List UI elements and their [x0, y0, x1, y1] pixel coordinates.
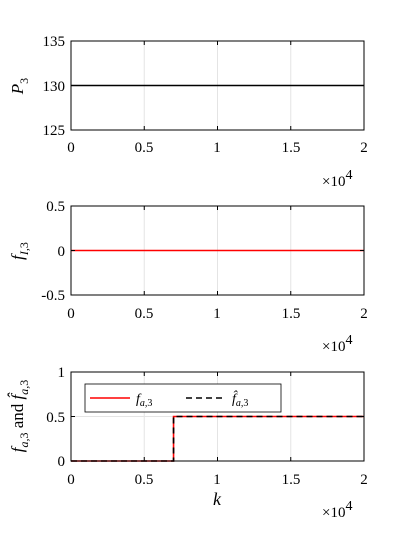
x-tick-label: 2: [360, 472, 368, 488]
y-tick-labels: 0.5 0 -0.5: [41, 199, 65, 304]
y-tick-label: 1: [58, 365, 66, 381]
legend: fa,3 f̂a,3: [84, 383, 282, 413]
y-axis-label: P3: [8, 78, 31, 95]
y-tick-label: 0.5: [46, 410, 65, 426]
y-axis-label: fa,3 and f̂a,3: [7, 380, 31, 453]
x-multiplier: ×104: [322, 333, 352, 355]
x-tick-label: 1.5: [282, 472, 301, 488]
x-tick-label: 1: [213, 306, 221, 322]
x-tick-label: 2: [360, 140, 368, 156]
x-axis-label: k: [213, 489, 222, 509]
x-tick-labels: 0 0.5 1 1.5 2: [67, 140, 368, 156]
y-tick-labels: 1 0.5 0: [46, 365, 65, 470]
y-tick-label: -0.5: [41, 288, 65, 304]
x-tick-label: 0: [67, 472, 75, 488]
panel-3: 1 0.5 0 0 0.5 1 1.5 2 k ×104 fa,3 and f̂…: [7, 365, 367, 521]
x-tick-label: 0: [67, 140, 75, 156]
x-tick-label: 0: [67, 306, 75, 322]
tick-marks: [70, 205, 365, 296]
y-tick-label: 0.5: [46, 199, 65, 215]
y-tick-label: 130: [43, 79, 66, 95]
y-tick-label: 135: [43, 34, 66, 50]
x-tick-labels: 0 0.5 1 1.5 2: [67, 472, 368, 488]
y-tick-label: 125: [43, 123, 66, 139]
panel-1: 135 130 125 0 0.5 1 1.5 2 ×104 P3: [8, 34, 368, 190]
x-tick-label: 0.5: [135, 306, 154, 322]
y-tick-labels: 135 130 125: [43, 34, 66, 139]
y-tick-label: 0: [58, 454, 66, 470]
y-tick-label: 0: [58, 244, 66, 260]
x-tick-labels: 0 0.5 1 1.5 2: [67, 306, 368, 322]
x-tick-label: 2: [360, 306, 368, 322]
x-tick-label: 1.5: [282, 306, 301, 322]
tick-marks: [70, 371, 365, 462]
x-tick-label: 1.5: [282, 140, 301, 156]
x-tick-label: 0.5: [135, 140, 154, 156]
x-multiplier: ×104: [322, 499, 352, 521]
y-axis-label: fI,3: [8, 242, 31, 260]
x-tick-label: 1: [213, 140, 221, 156]
x-tick-label: 1: [213, 472, 221, 488]
x-multiplier: ×104: [322, 168, 352, 190]
tick-marks: [70, 40, 365, 131]
panel-2: 0.5 0 -0.5 0 0.5 1 1.5 2 ×104 fI,3: [8, 199, 368, 355]
x-tick-label: 0.5: [135, 472, 154, 488]
